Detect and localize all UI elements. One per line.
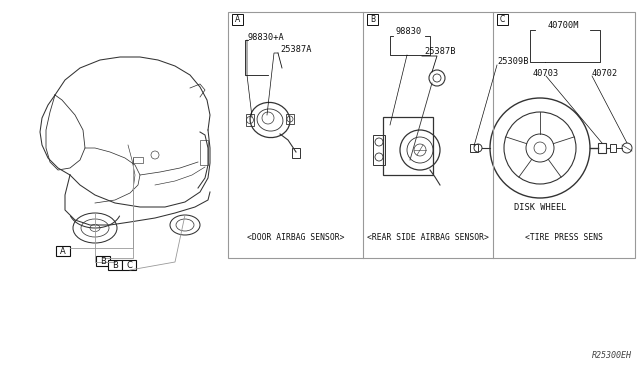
Text: 40702: 40702 — [592, 68, 618, 77]
Bar — [232, 14, 243, 25]
Bar — [367, 14, 378, 25]
Bar — [56, 246, 70, 256]
Text: R25300EH: R25300EH — [592, 351, 632, 360]
Text: B: B — [100, 257, 106, 266]
Bar — [108, 260, 122, 270]
Bar — [246, 114, 254, 126]
Text: A: A — [60, 247, 66, 256]
Text: 40703: 40703 — [533, 68, 559, 77]
Text: C: C — [500, 15, 505, 24]
Bar — [598, 143, 606, 153]
Bar — [228, 12, 635, 258]
Text: <DOOR AIRBAG SENSOR>: <DOOR AIRBAG SENSOR> — [247, 234, 344, 243]
Text: 25309B: 25309B — [497, 58, 529, 67]
Text: <TIRE PRESS SENS: <TIRE PRESS SENS — [525, 234, 603, 243]
Bar — [96, 256, 110, 266]
Text: A: A — [235, 15, 240, 24]
Text: DISK WHEEL: DISK WHEEL — [514, 202, 566, 212]
Bar — [383, 117, 433, 175]
Bar — [292, 148, 300, 158]
Text: 40700M: 40700M — [547, 20, 579, 29]
Text: <REAR SIDE AIRBAG SENSOR>: <REAR SIDE AIRBAG SENSOR> — [367, 234, 489, 243]
Bar — [122, 260, 136, 270]
Text: B: B — [370, 15, 375, 24]
Text: B: B — [112, 260, 118, 269]
Text: C: C — [126, 260, 132, 269]
Bar — [497, 14, 508, 25]
Text: 98830: 98830 — [395, 28, 421, 36]
Bar — [200, 140, 208, 165]
Bar — [470, 144, 478, 152]
Bar — [610, 144, 616, 152]
Text: 25387A: 25387A — [280, 45, 312, 55]
Text: 25387B: 25387B — [424, 48, 456, 57]
Bar — [286, 114, 294, 124]
Text: 98830+A: 98830+A — [248, 32, 285, 42]
Bar — [373, 135, 385, 165]
Bar — [133, 157, 143, 163]
